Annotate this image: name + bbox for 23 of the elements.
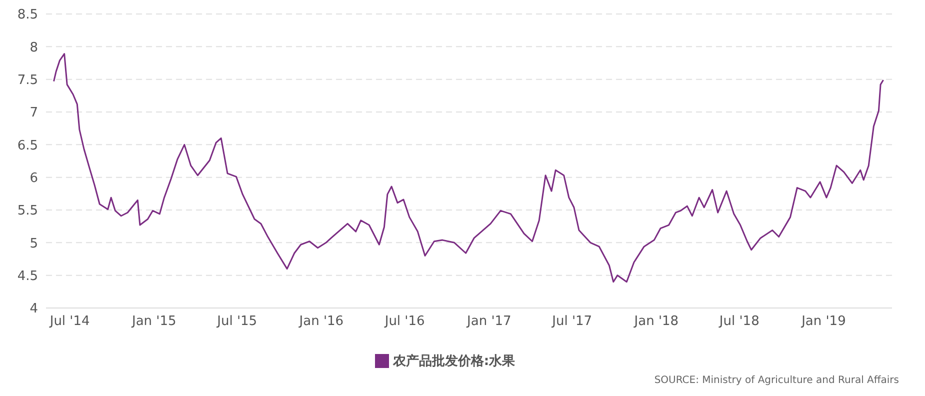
y-tick-label: 8.5 bbox=[17, 8, 38, 23]
y-tick-label: 7.5 bbox=[17, 72, 38, 88]
y-tick-label: 5 bbox=[30, 236, 38, 252]
y-tick-label: 4.5 bbox=[17, 268, 38, 284]
x-tick-label: Jul '17 bbox=[551, 314, 592, 330]
y-tick-label: 4 bbox=[30, 302, 38, 317]
y-tick-label: 7 bbox=[30, 106, 38, 121]
y-tick-label: 8 bbox=[30, 40, 38, 56]
x-tick-label: Jul '16 bbox=[384, 314, 425, 330]
x-tick-label: Jul '15 bbox=[216, 314, 258, 330]
source-note: SOURCE: Ministry of Agriculture and Rural Affairs bbox=[654, 375, 899, 386]
y-tick-label: 6 bbox=[30, 170, 38, 186]
x-tick-label: Jan '16 bbox=[298, 314, 344, 330]
x-tick-label: Jul '14 bbox=[48, 314, 90, 330]
x-tick-label: Jan '15 bbox=[131, 314, 176, 330]
y-tick-label: 6.5 bbox=[17, 138, 38, 154]
x-tick-label: Jul '18 bbox=[718, 314, 760, 330]
x-tick-label: Jan '18 bbox=[633, 314, 679, 330]
x-tick-label: Jan '19 bbox=[800, 314, 846, 330]
x-tick-label: Jan '17 bbox=[466, 314, 512, 330]
legend-label: 农产品批发价格:水果 bbox=[392, 354, 516, 369]
line-series bbox=[53, 53, 884, 283]
y-tick-label: 5.5 bbox=[17, 204, 38, 219]
